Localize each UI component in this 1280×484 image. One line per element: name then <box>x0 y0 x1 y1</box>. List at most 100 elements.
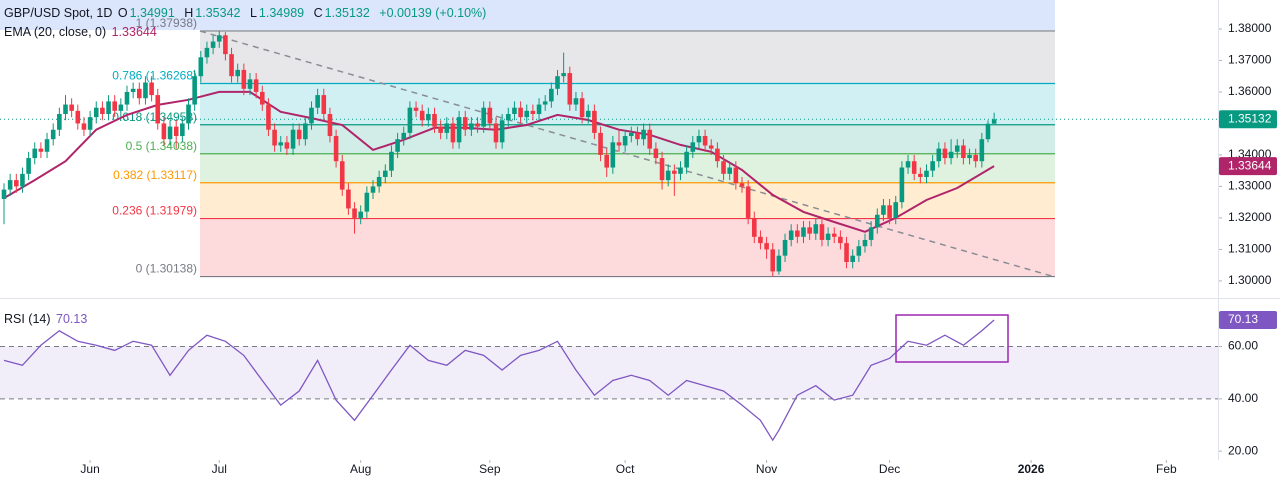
candle-body <box>364 192 370 212</box>
y-tick-label: 1.37000 <box>1228 53 1272 67</box>
candle-body <box>481 107 486 127</box>
candle-body <box>7 180 13 190</box>
candle-body <box>751 217 757 237</box>
ema-tag-bg <box>1219 157 1277 176</box>
candle-body <box>204 47 210 58</box>
candle-body <box>223 35 228 55</box>
candle-body <box>173 126 179 137</box>
candle-body <box>462 117 468 130</box>
candle-body <box>401 132 407 140</box>
candle-body <box>321 95 327 114</box>
candle-body <box>272 129 277 146</box>
candle-body <box>788 230 794 240</box>
candle-body <box>905 161 911 168</box>
candle-body <box>973 154 978 162</box>
candle-body <box>456 117 462 143</box>
candle-body <box>229 54 234 77</box>
rsi-tag: 70.13 <box>1228 312 1258 326</box>
candle-body <box>130 88 136 92</box>
candle-body <box>346 189 351 209</box>
candle-body <box>333 136 339 162</box>
candle-body <box>69 104 74 111</box>
x-tick-label: Jul <box>212 462 227 476</box>
rsi-value: 70.13 <box>56 312 88 326</box>
x-tick-label: 2026 <box>1018 462 1045 476</box>
candle-body <box>672 170 677 174</box>
candle-body <box>635 132 640 140</box>
fib-label: 0.5 (1.34038) <box>126 139 197 153</box>
x-tick-label: Nov <box>756 462 777 476</box>
candle-body <box>813 224 819 234</box>
candle-body <box>911 161 917 174</box>
candle-body <box>487 107 493 124</box>
candle-body <box>358 211 363 218</box>
candle-body <box>684 151 689 168</box>
y-tick-label: 1.31000 <box>1228 242 1272 256</box>
candle-body <box>825 233 831 240</box>
candle-body <box>985 123 991 140</box>
candle-body <box>87 117 93 130</box>
candle-body <box>764 243 769 250</box>
candle-body <box>530 110 536 114</box>
candle-body <box>782 239 788 256</box>
candle-body <box>899 167 905 203</box>
fib-label: 0.786 (1.36268) <box>112 69 197 83</box>
candle-body <box>702 136 708 146</box>
candle-body <box>112 101 117 111</box>
ema-value: 1.33644 <box>111 25 157 39</box>
rsi-legend: RSI (14) 70.13 <box>4 312 89 326</box>
candle-body <box>284 142 290 149</box>
candle-body <box>32 148 38 159</box>
candle-body <box>475 123 480 127</box>
candle-body <box>653 148 659 159</box>
ohlc-label: L <box>249 6 257 20</box>
y-tick-label: 1.30000 <box>1228 273 1272 287</box>
ohlc-value: 1.34991 <box>129 6 175 20</box>
y-tick-label: 1.32000 <box>1228 210 1272 224</box>
x-tick-label: Jun <box>80 462 99 476</box>
rsi-tick-label: 40.00 <box>1228 391 1258 405</box>
fib-label: 0.236 (1.31979) <box>112 204 197 218</box>
candle-body <box>721 161 726 174</box>
candle-body <box>1 189 7 200</box>
candle-body <box>592 110 597 133</box>
candle-body <box>708 145 714 149</box>
candle-body <box>665 170 671 181</box>
rsi-line <box>3 319 995 442</box>
candle-body <box>518 107 523 118</box>
candle-body <box>979 139 985 162</box>
candle-body <box>259 91 265 105</box>
candle-body <box>536 104 542 114</box>
candle-body <box>549 88 554 102</box>
candle-body <box>450 123 456 143</box>
candle-body <box>561 73 566 77</box>
candle-body <box>745 186 751 218</box>
candle-body <box>81 123 87 130</box>
candle-body <box>567 73 573 105</box>
candle-body <box>918 173 923 177</box>
candle-body <box>149 82 154 96</box>
candle-body <box>339 161 345 190</box>
ohlc-label: H <box>184 6 194 20</box>
candle-body <box>155 95 161 124</box>
candle-body <box>616 142 622 146</box>
candle-body <box>524 110 530 118</box>
x-tick-label: Feb <box>1156 462 1177 476</box>
candle-body <box>241 69 247 89</box>
rsi-tick-label: 60.00 <box>1228 339 1258 353</box>
candle-body <box>493 123 499 143</box>
rsi-tag-bg <box>1219 310 1277 329</box>
candle-body <box>20 173 25 187</box>
candle-body <box>50 129 56 140</box>
rsi-name: RSI (14) <box>4 312 51 326</box>
fib-label: 0 (1.30138) <box>136 262 197 276</box>
annotation-box <box>895 314 1009 363</box>
y-tick-label: 1.38000 <box>1228 21 1272 35</box>
candle-body <box>776 255 782 272</box>
candle-body <box>831 233 837 237</box>
candle-body <box>266 104 271 130</box>
candle-body <box>106 101 111 114</box>
candle-body <box>874 214 880 228</box>
candle-body <box>75 110 81 124</box>
fib-label: 1 (1.37938) <box>136 16 197 30</box>
